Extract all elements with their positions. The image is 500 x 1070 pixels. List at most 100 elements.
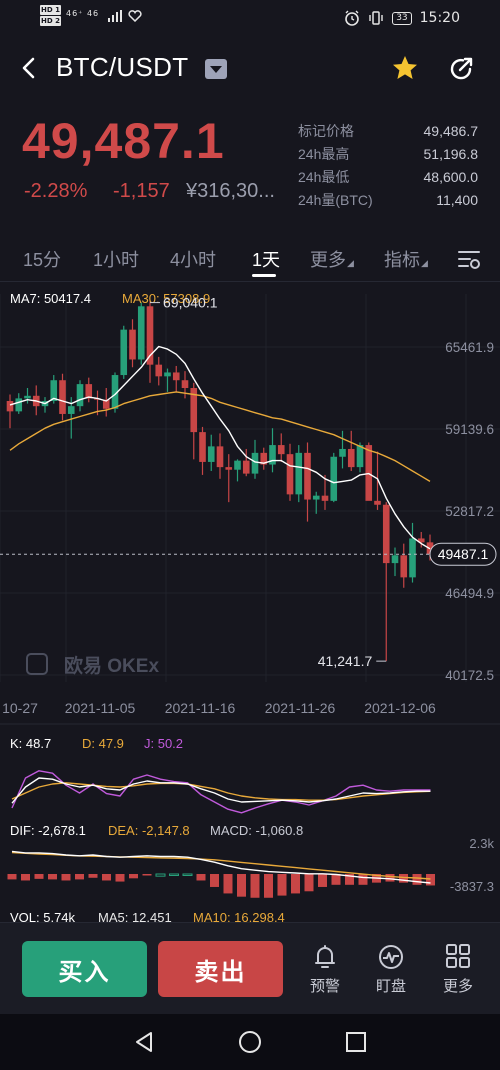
alert-button[interactable]: 预警	[301, 943, 349, 996]
pulse-icon	[379, 945, 403, 969]
x-tick-label: 2021-11-05	[65, 700, 136, 716]
candle-body	[129, 329, 136, 360]
star-icon[interactable]	[390, 53, 420, 83]
sell-button[interactable]: 卖出	[158, 941, 283, 997]
candle-body	[312, 495, 320, 500]
y-tick-label: 65461.9	[445, 340, 494, 355]
macd-bar	[237, 874, 246, 897]
kdj-d-line	[11, 782, 431, 801]
macd-bar	[412, 874, 422, 885]
share-icon[interactable]	[446, 54, 476, 84]
caret-icon: ◢	[421, 258, 428, 268]
x-tick-label: 2021-11-26	[265, 700, 336, 716]
tab-indicators[interactable]: 指标◢	[384, 246, 428, 272]
candle-body	[207, 446, 215, 462]
pair-title[interactable]: BTC/USDT	[56, 52, 189, 82]
dea-legend: DEA: -2,147.8	[108, 823, 190, 838]
y-tick-label: -3837.3	[450, 879, 494, 894]
stat-24h-low: 24h最低 48,600.0	[298, 166, 478, 189]
macd-bar	[385, 874, 395, 882]
top-bar: BTC/USDT	[0, 44, 500, 94]
candle-body	[59, 380, 66, 414]
vibrate-icon	[369, 11, 383, 25]
candle-body	[374, 500, 381, 505]
ma7-line	[9, 345, 431, 550]
x-tick-label: 2021-12-06	[364, 700, 436, 716]
nav-back-icon[interactable]	[132, 1030, 156, 1054]
macd-bar	[169, 873, 179, 876]
stat-24h-volume: 24h量(BTC) 11,400	[298, 189, 478, 212]
nav-home-icon[interactable]	[238, 1030, 262, 1054]
dif-line	[11, 850, 431, 884]
macd-bar	[7, 874, 17, 880]
monitor-button[interactable]: 盯盘	[367, 943, 415, 996]
tab-1hour[interactable]: 1小时	[93, 250, 140, 270]
candle-body	[6, 400, 14, 412]
candle-body	[50, 380, 58, 401]
candle-body	[155, 364, 163, 377]
bell-icon	[315, 945, 335, 968]
macd-bar	[88, 874, 98, 878]
stat-label: 24h最高	[298, 146, 350, 162]
ma30-legend: MA30: 57308.9	[122, 291, 210, 306]
cny-price: ¥316,30...	[186, 180, 275, 202]
chart-settings-icon[interactable]	[456, 248, 482, 270]
ma30-line	[9, 391, 431, 483]
candle-body	[400, 555, 408, 578]
buy-button[interactable]: 买入	[22, 941, 147, 997]
divider	[0, 281, 500, 282]
candle-body	[295, 452, 303, 495]
macd-bar	[331, 874, 341, 885]
stat-label: 标记价格	[298, 123, 354, 139]
x-tick-label: 2021-11-16	[165, 700, 236, 716]
stat-value: 51,196.8	[423, 146, 479, 162]
tab-4hour[interactable]: 4小时	[170, 250, 217, 270]
candle-body	[225, 467, 233, 470]
tab-15min[interactable]: 15分	[23, 250, 62, 270]
signal-bars-icon	[108, 10, 122, 22]
hd1-label: HD 1	[40, 5, 61, 15]
candle-body	[164, 372, 171, 377]
tab-more[interactable]: 更多◢	[310, 246, 354, 272]
tab-1day[interactable]: 1天	[252, 250, 281, 270]
ma5-legend: MA5: 12,451	[98, 910, 172, 922]
j-legend: J: 50.2	[144, 736, 183, 751]
candle-body	[234, 460, 241, 470]
nav-recents-icon[interactable]	[344, 1030, 368, 1054]
dropdown-icon[interactable]	[205, 59, 227, 79]
macd-bar	[358, 874, 368, 885]
heart-icon	[128, 10, 142, 22]
action-bar: 买入 卖出 预警 盯盘 更多	[0, 922, 500, 1014]
dif-legend: DIF: -2,678.1	[10, 823, 86, 838]
more-button[interactable]: 更多	[434, 943, 482, 996]
vol-legend: VOL: 5.74k	[10, 910, 76, 922]
y-tick-label: 46494.9	[445, 586, 494, 601]
stat-label: 24h量(BTC)	[298, 192, 373, 208]
macd-bar	[155, 873, 166, 877]
macd-bar	[21, 874, 30, 881]
macd-bar	[102, 874, 111, 881]
x-tick-label: 10-27	[2, 700, 38, 716]
macd-bar	[223, 874, 233, 894]
stat-value: 11,400	[436, 192, 478, 208]
candle-body	[347, 448, 355, 468]
last-price: 49,487.1	[22, 113, 225, 169]
macd-bar	[250, 874, 260, 898]
candle-body	[137, 306, 145, 360]
back-icon[interactable]	[18, 54, 42, 82]
stat-label: 24h最低	[298, 169, 350, 185]
candle-body	[199, 432, 206, 462]
hd-indicator: HD 1 HD 2	[40, 5, 61, 27]
candle-body	[269, 445, 276, 465]
interval-tabs: 15分 1小时 4小时 1天 更多◢ 指标◢	[0, 240, 500, 280]
candle-body	[85, 384, 93, 399]
caret-icon: ◢	[347, 258, 354, 268]
macd-bar	[318, 874, 327, 887]
signal-icon: 46⁺ 46	[66, 9, 100, 18]
candle-body	[417, 538, 425, 543]
macd-bar	[304, 874, 314, 892]
macd-bar	[345, 874, 354, 885]
current-price-label: 49487.1	[438, 546, 489, 562]
price-chart[interactable]: 欧易 OKEx MA7: 50417.4 MA30: 57308.9 65461.9 5…	[0, 282, 500, 922]
current-price-tag	[429, 542, 497, 566]
